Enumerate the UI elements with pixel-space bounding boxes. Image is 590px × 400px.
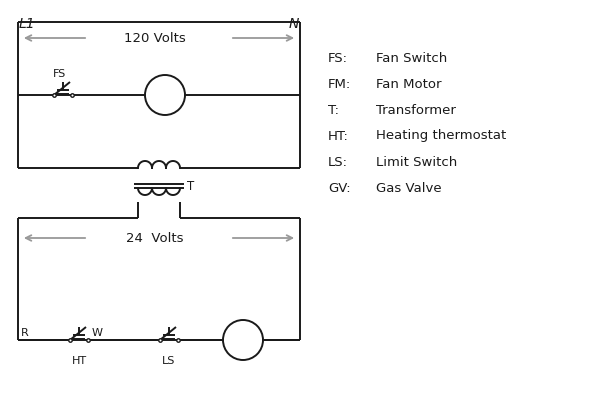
Text: N: N <box>289 17 299 31</box>
Text: FS:: FS: <box>328 52 348 64</box>
Text: Gas Valve: Gas Valve <box>376 182 442 194</box>
Text: L1: L1 <box>19 17 35 31</box>
Circle shape <box>223 320 263 360</box>
Text: GV:: GV: <box>328 182 350 194</box>
Text: GV: GV <box>234 334 252 346</box>
Text: HT: HT <box>71 356 87 366</box>
Text: Fan Motor: Fan Motor <box>376 78 441 90</box>
Text: LS: LS <box>162 356 176 366</box>
Text: Limit Switch: Limit Switch <box>376 156 457 168</box>
Text: Transformer: Transformer <box>376 104 456 116</box>
Text: Fan Switch: Fan Switch <box>376 52 447 64</box>
Text: W: W <box>92 328 103 338</box>
Circle shape <box>145 75 185 115</box>
Text: LS:: LS: <box>328 156 348 168</box>
Text: R: R <box>21 328 29 338</box>
Text: 24  Volts: 24 Volts <box>126 232 183 244</box>
Text: FS: FS <box>53 69 67 79</box>
Text: T:: T: <box>328 104 339 116</box>
Text: 120 Volts: 120 Volts <box>124 32 186 44</box>
Text: HT:: HT: <box>328 130 349 142</box>
Text: Heating thermostat: Heating thermostat <box>376 130 506 142</box>
Text: FM:: FM: <box>328 78 351 90</box>
Text: FM: FM <box>156 88 174 102</box>
Text: T: T <box>187 180 194 192</box>
